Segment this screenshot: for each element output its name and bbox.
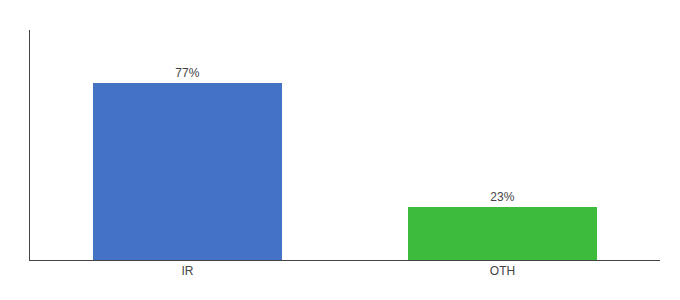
svg-text:77%: 77% <box>175 66 199 80</box>
svg-text:IR: IR <box>182 264 194 278</box>
svg-text:23%: 23% <box>490 190 514 204</box>
svg-text:OTH: OTH <box>490 264 515 278</box>
